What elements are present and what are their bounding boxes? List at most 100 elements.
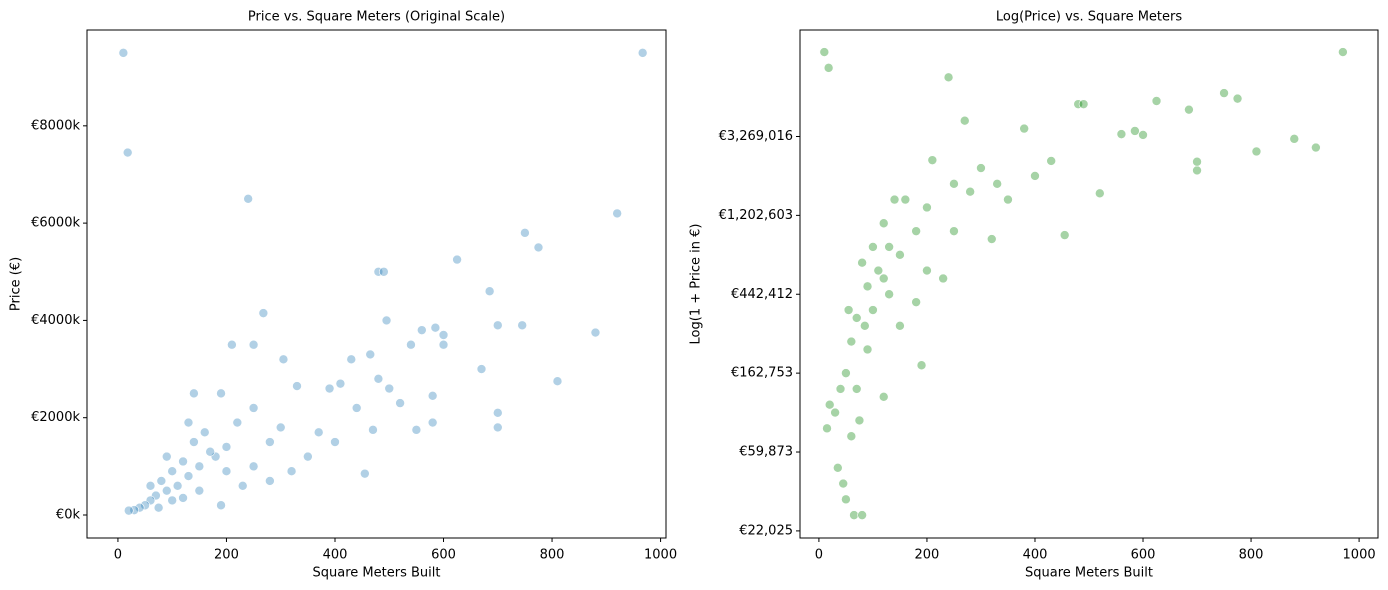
point: [873, 265, 884, 276]
point: [118, 48, 129, 58]
x-axis-label: Square Meters Built: [1025, 566, 1153, 581]
point: [275, 422, 286, 433]
point: [1311, 142, 1321, 153]
point: [368, 425, 378, 435]
point: [860, 321, 870, 331]
x-tick-label: 0: [815, 548, 823, 563]
point: [992, 179, 1002, 189]
point: [517, 320, 527, 331]
point: [172, 481, 183, 491]
point: [878, 392, 889, 402]
point: [216, 388, 226, 399]
y-axis-label: Price (€): [9, 257, 24, 311]
point: [911, 297, 921, 307]
point: [278, 354, 289, 365]
y-tick-label: €3,269,016: [719, 129, 793, 144]
y-tick-label: €22,025: [739, 523, 793, 538]
point: [153, 502, 164, 513]
point: [1289, 134, 1300, 144]
point: [167, 495, 177, 506]
point: [841, 368, 851, 378]
point: [381, 315, 392, 326]
point: [199, 427, 210, 438]
y-tick-label: €4000k: [31, 313, 80, 328]
point: [857, 257, 867, 268]
x-tick-label: 400: [323, 548, 348, 563]
point: [330, 437, 340, 447]
x-tick-label: 400: [1023, 548, 1048, 563]
point: [452, 254, 462, 265]
point: [824, 399, 835, 410]
point: [846, 431, 857, 442]
point: [194, 485, 205, 496]
point: [533, 242, 544, 253]
point: [232, 417, 243, 428]
point: [1030, 171, 1040, 181]
point: [1184, 104, 1194, 115]
point: [216, 500, 226, 511]
point: [492, 422, 503, 433]
point: [884, 289, 894, 300]
y-axis-label: Log(1 + Price in €): [689, 224, 704, 345]
point: [384, 383, 395, 394]
point: [373, 266, 384, 277]
point: [161, 451, 172, 462]
point: [313, 427, 324, 438]
point: [854, 415, 865, 426]
point: [145, 481, 156, 491]
point: [949, 226, 959, 236]
point: [123, 505, 134, 516]
y-tick-label: €59,873: [739, 445, 793, 460]
point: [959, 115, 970, 126]
point: [637, 48, 648, 58]
point: [868, 305, 878, 315]
plot-frame: [799, 29, 1379, 539]
point: [895, 250, 905, 260]
point: [1192, 156, 1202, 167]
x-tick-label: 800: [1239, 548, 1264, 563]
y-tick-label: €162,753: [731, 366, 793, 381]
point: [395, 398, 405, 408]
point: [210, 451, 221, 462]
chart-title: Log(Price) vs. Square Meters: [996, 10, 1182, 25]
point: [427, 391, 438, 401]
point: [833, 462, 843, 473]
point: [122, 147, 133, 158]
point: [911, 226, 921, 236]
point: [916, 360, 927, 371]
point: [476, 364, 487, 374]
point: [248, 403, 259, 413]
point: [843, 305, 854, 315]
point: [851, 384, 862, 394]
point: [205, 446, 215, 457]
point: [552, 376, 563, 387]
point: [265, 476, 275, 486]
point: [1046, 156, 1056, 166]
point: [134, 502, 145, 513]
point: [1151, 96, 1162, 106]
point: [1130, 126, 1140, 136]
point: [884, 242, 894, 252]
point: [379, 266, 389, 277]
point: [900, 194, 911, 205]
point: [938, 273, 948, 284]
x-tick-label: 0: [114, 548, 122, 563]
y-tick-label: €6000k: [31, 216, 80, 231]
point: [986, 234, 997, 244]
point: [1232, 93, 1243, 104]
point: [889, 194, 900, 205]
point: [868, 242, 878, 252]
point: [492, 408, 503, 418]
y-tick-label: €8000k: [31, 118, 80, 133]
point: [167, 466, 177, 477]
point: [183, 471, 194, 481]
point: [438, 330, 449, 340]
point: [417, 325, 427, 335]
point: [189, 388, 199, 399]
plot-frame: [86, 29, 667, 539]
point: [492, 320, 503, 331]
point: [1073, 99, 1083, 109]
point: [351, 403, 362, 413]
x-tick-label: 600: [431, 548, 456, 563]
